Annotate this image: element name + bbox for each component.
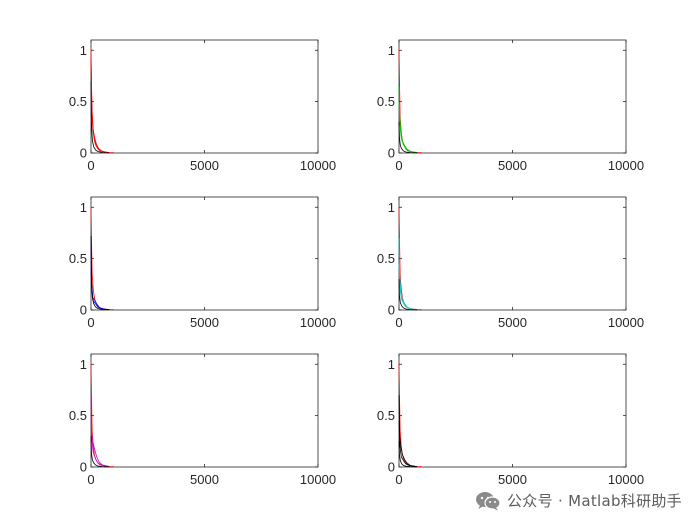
plot-area [90,353,319,468]
x-tick-label: 5000 [190,315,219,330]
x-tick-label: 10000 [608,315,644,330]
subplot-3: 0 5000 10000 0 0.5 1 [69,196,336,330]
plot-area [398,353,627,468]
series-line-3 [90,415,107,467]
subplot-6: 0 5000 10000 0 0.5 1 [377,353,644,487]
subplot-2: 0 5000 10000 0 0.5 1 [377,39,644,173]
x-tick-label: 5000 [498,315,527,330]
series-line-4 [398,441,418,468]
watermark: 公众号 · Matlab科研助手 [475,490,682,511]
x-tick-label: 10000 [300,472,336,487]
y-tick-label: 0 [388,303,395,318]
x-tick-label: 10000 [608,472,644,487]
y-tick-label: 1 [80,43,87,58]
plot-area [90,196,319,311]
x-tick-label: 0 [87,158,94,173]
y-tick-label: 0 [80,460,87,475]
x-tick-label: 0 [87,472,94,487]
x-tick-label: 0 [395,472,402,487]
x-tick-label: 5000 [498,158,527,173]
y-tick-label: 1 [80,357,87,372]
series-line-4 [90,236,110,311]
y-tick-label: 0.5 [69,251,87,266]
x-tick-label: 5000 [498,472,527,487]
plot-area [90,39,319,154]
x-tick-label: 0 [87,315,94,330]
plot-area [398,196,627,311]
y-tick-label: 1 [388,43,395,58]
subplot-1: 0 5000 10000 0 0.5 1 [69,39,336,173]
x-tick-label: 10000 [608,158,644,173]
y-tick-label: 0.5 [69,408,87,423]
y-tick-label: 0 [80,146,87,161]
x-tick-label: 5000 [190,472,219,487]
y-tick-label: 0 [388,146,395,161]
y-tick-label: 1 [388,357,395,372]
plot-area [398,39,627,154]
watermark-text: 公众号 · Matlab科研助手 [506,492,682,510]
x-tick-label: 0 [395,315,402,330]
y-tick-label: 0 [80,303,87,318]
y-tick-label: 0.5 [377,94,395,109]
subplot-5: 0 5000 10000 0 0.5 1 [69,353,336,487]
subplot-4: 0 5000 10000 0 0.5 1 [377,196,644,330]
x-tick-label: 10000 [300,315,336,330]
y-tick-label: 1 [80,200,87,215]
y-tick-label: 0.5 [377,251,395,266]
series-line-4 [90,436,110,468]
y-tick-label: 0 [388,460,395,475]
y-tick-label: 0.5 [69,94,87,109]
series-line-4 [90,60,107,153]
series-line-3 [398,263,415,310]
series-line-4 [398,279,418,311]
wechat-icon [475,491,501,510]
y-tick-label: 1 [388,200,395,215]
series-line-3 [398,101,415,153]
x-tick-label: 0 [395,158,402,173]
series-line-3 [90,81,110,154]
series-line-4 [398,122,418,154]
x-tick-label: 5000 [190,158,219,173]
y-tick-label: 0.5 [377,408,395,423]
series-line-3 [398,420,415,467]
x-tick-label: 10000 [300,158,336,173]
